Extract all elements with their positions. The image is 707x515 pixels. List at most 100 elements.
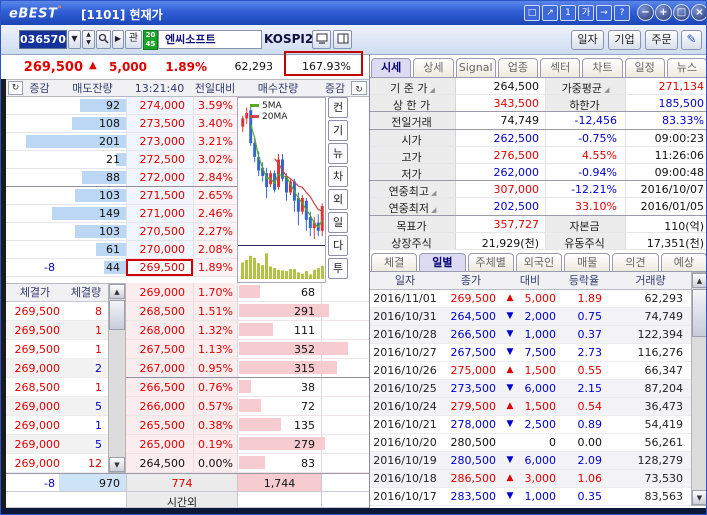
- minimize-button[interactable]: −: [637, 4, 654, 21]
- info-label[interactable]: 연중최저 ◢: [370, 198, 456, 215]
- info-label[interactable]: 상장주식: [370, 232, 456, 250]
- ask-price[interactable]: 274,000: [126, 97, 193, 114]
- ask-row[interactable]: 92 274,000 3.59%: [6, 97, 237, 115]
- move-button[interactable]: +: [655, 4, 672, 21]
- info-label[interactable]: 상 한 가: [370, 95, 456, 112]
- bid-price[interactable]: 265,000: [126, 435, 193, 453]
- pin-button[interactable]: ↗: [542, 5, 558, 21]
- table-row[interactable]: 2016/10/26 275,000 ▲ 1,500 0.55 66,347: [370, 362, 691, 380]
- col-diff[interactable]: 대비: [519, 274, 541, 287]
- side-tab[interactable]: 차: [328, 166, 348, 187]
- detach-button[interactable]: →: [596, 5, 612, 21]
- scrollbar-thumb[interactable]: [109, 300, 125, 330]
- bid-row[interactable]: 265,500 0.38% 135: [126, 416, 369, 435]
- bid-price[interactable]: 268,000: [126, 321, 193, 339]
- order-button[interactable]: 주문: [645, 30, 678, 50]
- ask-row[interactable]: 61 270,000 2.08%: [6, 241, 237, 259]
- tick-row[interactable]: 269,000 1: [6, 416, 108, 435]
- detail-tab[interactable]: 주체별: [467, 253, 514, 271]
- split-view-icon[interactable]: [333, 30, 352, 49]
- col-volume[interactable]: 거래량: [635, 274, 666, 287]
- ask-price[interactable]: 272,000: [126, 169, 193, 186]
- side-tab[interactable]: 기: [328, 120, 348, 141]
- side-tab[interactable]: 투: [328, 258, 348, 279]
- ask-price[interactable]: 272,500: [126, 151, 193, 168]
- stock-code-input[interactable]: 036570: [19, 30, 67, 49]
- side-tab[interactable]: 다: [328, 235, 348, 256]
- ask-price[interactable]: 269,500: [126, 259, 193, 276]
- quote-tab[interactable]: 섹터: [540, 58, 581, 77]
- daily-scrollbar[interactable]: ▲ ▼: [691, 272, 706, 506]
- ask-price[interactable]: 270,000: [126, 241, 193, 258]
- info-label[interactable]: 연중최고 ◢: [370, 181, 456, 198]
- bid-price[interactable]: 268,500: [126, 302, 193, 320]
- table-row[interactable]: 2016/10/25 273,500 ▼ 6,000 2.15 87,204: [370, 380, 691, 398]
- maximize-button[interactable]: □: [673, 4, 690, 21]
- ask-price[interactable]: 270,500: [126, 223, 193, 240]
- settings-pen-icon[interactable]: ✎: [681, 30, 702, 50]
- left-edge-divider[interactable]: [1, 79, 6, 510]
- info-label[interactable]: 저가: [370, 163, 456, 181]
- window-size-button[interactable]: □: [524, 5, 540, 21]
- ask-row[interactable]: 149 271,000 2.46%: [6, 205, 237, 223]
- bid-row[interactable]: 264,500 0.00% 83: [126, 454, 369, 473]
- ask-row[interactable]: 108 273,500 3.40%: [6, 115, 237, 133]
- ask-price[interactable]: 271,500: [126, 187, 193, 204]
- company-button[interactable]: 기업: [608, 30, 641, 50]
- screen-layout-icon[interactable]: [312, 30, 331, 49]
- panel-divider[interactable]: [369, 55, 370, 508]
- bid-price[interactable]: 264,500: [126, 454, 193, 472]
- table-row[interactable]: 2016/11/01 269,500 ▲ 5,000 1.89 62,293: [370, 290, 691, 308]
- ask-row[interactable]: 88 272,000 2.84%: [6, 169, 237, 187]
- table-row[interactable]: 2016/10/28 266,500 ▼ 1,000 0.37 122,394: [370, 326, 691, 344]
- search-icon[interactable]: [96, 30, 111, 49]
- tick-row[interactable]: 269,000 12: [6, 454, 108, 473]
- bid-price[interactable]: 267,000: [126, 359, 193, 377]
- scroll-down-icon[interactable]: ▼: [692, 490, 706, 505]
- col-date[interactable]: 일자: [394, 274, 416, 287]
- side-tab[interactable]: 컨: [328, 97, 348, 118]
- table-row[interactable]: 2016/10/19 280,500 ▼ 6,000 2.09 128,279: [370, 452, 691, 470]
- scroll-up-icon[interactable]: ▲: [109, 284, 125, 299]
- detail-tab[interactable]: 의견: [612, 253, 659, 271]
- side-tab[interactable]: 외: [328, 189, 348, 210]
- tick-row[interactable]: 268,500 1: [6, 378, 108, 397]
- table-row[interactable]: 2016/10/21 278,000 ▼ 2,500 0.89 54,419: [370, 416, 691, 434]
- bid-row[interactable]: 266,500 0.76% 38: [126, 378, 369, 397]
- screen-1-button[interactable]: 1: [560, 5, 576, 21]
- scrollbar-thumb[interactable]: [692, 289, 706, 337]
- quote-tab[interactable]: 시세: [371, 58, 412, 77]
- scroll-up-icon[interactable]: ▲: [692, 273, 706, 288]
- quote-tab[interactable]: 상세: [413, 58, 454, 77]
- refresh-icon[interactable]: ↻: [8, 81, 23, 95]
- table-row[interactable]: 2016/10/31 264,500 ▼ 2,000 0.75 74,749: [370, 308, 691, 326]
- ask-row[interactable]: 21 272,500 3.02%: [6, 151, 237, 169]
- close-button[interactable]: ×: [691, 4, 706, 21]
- help-button[interactable]: ?: [614, 5, 630, 21]
- scroll-down-icon[interactable]: ▼: [109, 457, 125, 472]
- ask-row[interactable]: 201 273,000 3.21%: [6, 133, 237, 151]
- quote-tab[interactable]: 차트: [582, 58, 623, 77]
- side-tab[interactable]: 뉴: [328, 143, 348, 164]
- tick-row[interactable]: 269,500 1: [6, 321, 108, 340]
- tick-scrollbar[interactable]: ▲ ▼: [108, 283, 126, 473]
- after-hours-label[interactable]: 시간외: [126, 492, 237, 509]
- bid-row[interactable]: 267,000 0.95% 315: [126, 359, 369, 378]
- ask-row[interactable]: 103 270,500 2.27%: [6, 223, 237, 241]
- info-label[interactable]: 전일거래: [370, 112, 456, 129]
- info-label[interactable]: 기 준 가 ◢: [370, 78, 456, 95]
- side-tab[interactable]: 일: [328, 212, 348, 233]
- detail-tab[interactable]: 체결: [371, 253, 418, 271]
- info-label[interactable]: 시가: [370, 129, 456, 147]
- table-row[interactable]: 2016/10/17 283,500 ▼ 1,000 0.35 83,563: [370, 488, 691, 506]
- bid-row[interactable]: 265,000 0.19% 279: [126, 435, 369, 454]
- ask-price[interactable]: 273,000: [126, 133, 193, 150]
- tick-row[interactable]: 269,000 5: [6, 435, 108, 454]
- font-button[interactable]: 가: [578, 5, 594, 21]
- ask-row[interactable]: -8 44 269,500 1.89%: [6, 259, 237, 277]
- info-label[interactable]: 목표가: [370, 215, 456, 233]
- ask-price[interactable]: 273,500: [126, 115, 193, 132]
- bid-row[interactable]: 268,000 1.32% 111: [126, 321, 369, 340]
- table-row[interactable]: 2016/10/18 286,500 ▲ 3,000 1.06 73,530: [370, 470, 691, 488]
- ask-price[interactable]: 271,000: [126, 205, 193, 222]
